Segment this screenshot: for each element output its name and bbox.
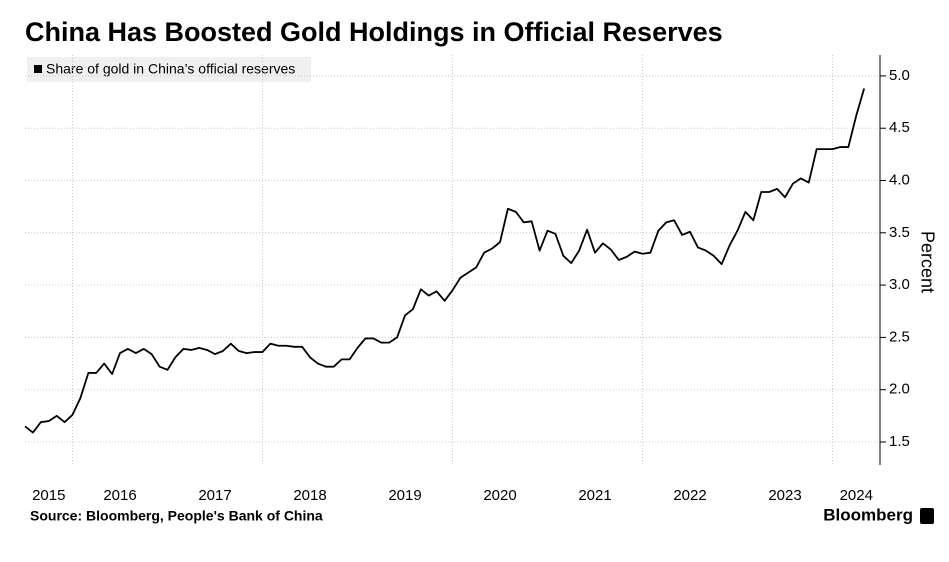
y-tick-label: 2.5: [889, 328, 910, 345]
x-tick-label: 2019: [388, 487, 421, 504]
x-tick-label: 2020: [483, 487, 516, 504]
x-tick-label: 2015: [32, 487, 65, 504]
y-tick-label: 4.0: [889, 171, 910, 188]
y-axis-label: Percent: [917, 231, 937, 293]
data-line: [24, 88, 866, 434]
x-tick-label: 2022: [673, 487, 706, 504]
brand-icon: [920, 508, 934, 524]
y-tick-label: 2.0: [889, 381, 910, 398]
x-tick-label: 2021: [578, 487, 611, 504]
source: Source: Bloomberg, People's Bank of Chin…: [30, 508, 323, 524]
legend-box: [27, 57, 311, 82]
legend-swatch: [34, 65, 42, 73]
x-tick-label: 2023: [768, 487, 801, 504]
x-tick-label: 2018: [293, 487, 326, 504]
y-tick-label: 3.0: [889, 276, 910, 293]
y-tick-label: 4.5: [889, 119, 910, 136]
x-tick-label: 2017: [198, 487, 231, 504]
chart-title: China Has Boosted Gold Holdings in Offic…: [25, 17, 723, 47]
brand: Bloomberg: [823, 505, 913, 524]
x-tick-label: 2016: [103, 487, 136, 504]
y-tick-label: 1.5: [889, 433, 910, 450]
x-tick-label: 2024: [840, 487, 873, 504]
legend-label: Share of gold in China’s official reserv…: [46, 61, 295, 77]
y-tick-label: 3.5: [889, 224, 910, 241]
y-tick-label: 5.0: [889, 67, 910, 84]
